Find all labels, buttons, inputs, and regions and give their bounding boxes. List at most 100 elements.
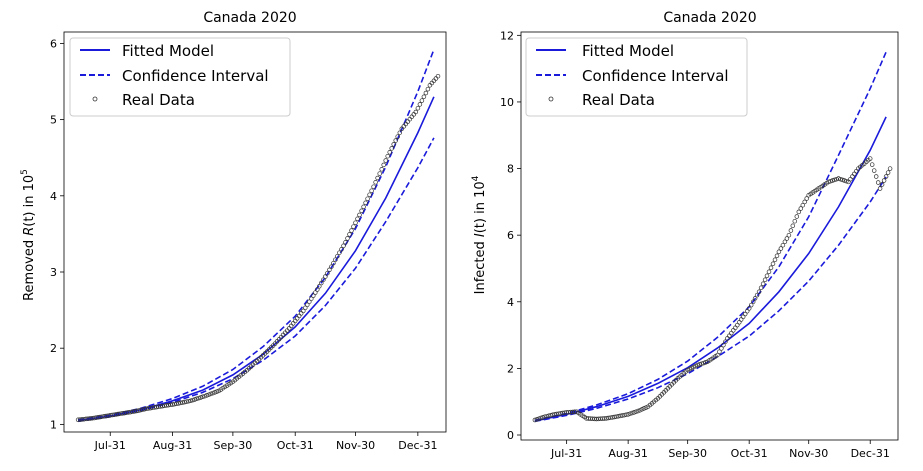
right-real-data-point — [879, 182, 885, 187]
left-x-tick-label: Oct-31 — [277, 439, 314, 452]
left-real-data-point — [208, 391, 214, 397]
left-real-data-point — [309, 296, 314, 301]
left-real-data-point — [142, 407, 147, 412]
left-real-data-point — [313, 290, 318, 295]
left-real-data-point — [301, 308, 306, 314]
left-y-label-sym: R — [22, 227, 37, 236]
right-real-data-point — [776, 249, 782, 255]
left-real-data-point — [327, 267, 332, 273]
left-real-data-point — [196, 395, 201, 401]
left-real-data-point — [371, 184, 376, 189]
right-real-data-point — [875, 180, 881, 185]
left-real-data-point — [140, 407, 145, 412]
left-y-tick-label: 4 — [50, 190, 57, 203]
right-real-data-point — [798, 206, 804, 211]
left-real-data-point — [210, 390, 216, 396]
left-real-data-point — [174, 401, 179, 407]
left-real-data-point — [379, 167, 384, 172]
right-real-data-point — [800, 202, 806, 208]
right-real-data-point — [641, 406, 647, 411]
right-real-data-point — [635, 408, 641, 414]
right-real-data-point — [836, 176, 841, 181]
right-real-data-point — [885, 170, 891, 175]
right-real-data-point — [850, 174, 855, 179]
right-real-data-point — [867, 156, 873, 161]
right-y-tick-label: 0 — [507, 429, 514, 442]
right-real-data-point — [883, 174, 889, 179]
right-x-tick-label: Aug-31 — [608, 447, 647, 460]
right-x-tick-label: Oct-31 — [731, 447, 768, 460]
left-real-data-point — [343, 240, 348, 245]
right-legend-marker-swatch — [548, 96, 554, 102]
left-real-data-point — [407, 116, 413, 122]
right-real-data-point — [534, 417, 540, 422]
left-real-data-point — [107, 413, 113, 418]
left-real-data-point — [164, 403, 169, 408]
right-real-data-point — [772, 257, 778, 263]
left-real-data-point — [335, 253, 340, 259]
right-real-data-point — [629, 410, 635, 416]
left-legend-fitted-model: Fitted Model — [122, 42, 214, 60]
right-real-data-point — [780, 242, 786, 248]
right-real-data-point — [760, 281, 766, 287]
left-real-data-point — [128, 409, 133, 415]
left-real-data-point — [188, 398, 193, 404]
right-real-data-point — [748, 302, 754, 308]
left-real-data-point — [347, 232, 352, 237]
left-real-data-point — [357, 212, 362, 218]
left-real-data-point — [204, 393, 209, 398]
left-y-tick-label: 1 — [50, 418, 57, 431]
left-x-tick-label: Jul-31 — [94, 439, 126, 452]
right-real-data-point — [544, 413, 550, 419]
right-real-data-point — [754, 292, 760, 298]
right-real-data-point — [697, 362, 702, 367]
left-real-data-point — [294, 316, 300, 321]
right-real-data-point — [758, 285, 764, 291]
left-real-data-point — [373, 180, 378, 185]
left-y-label-mid: (t) in 10 — [22, 175, 37, 227]
left-real-data-point — [126, 410, 131, 415]
right-real-data-point — [778, 246, 784, 251]
left-legend-confidence-interval: Confidence Interval — [122, 67, 269, 85]
right-real-data-point — [764, 273, 770, 279]
left-y-label-pre: Removed — [22, 236, 37, 301]
right-real-data-point — [786, 232, 792, 238]
left-real-data-point — [305, 302, 310, 308]
right-real-data-point — [782, 239, 788, 245]
right-legend-box — [525, 37, 748, 117]
right-real-data-point — [794, 214, 800, 219]
right-y-tick-label: 10 — [500, 96, 514, 109]
left-real-data-point — [182, 399, 187, 405]
left-real-data-point — [421, 94, 427, 100]
left-x-tick-label: Dec-31 — [398, 439, 437, 452]
right-real-data-point — [873, 174, 879, 179]
right-real-data-point — [804, 196, 809, 201]
right-real-data-point — [784, 236, 790, 241]
right-real-data-point — [842, 178, 847, 183]
left-real-data-point — [353, 220, 358, 225]
left-plot-area: Jul-31 Aug-31 Sep-30 Oct-31 Nov-30 Dec-31 1 2 3 4… — [50, 31, 447, 452]
right-real-data-point — [848, 176, 853, 182]
right-real-data-point — [633, 409, 639, 414]
right-real-data-point — [723, 339, 728, 344]
right-real-data-point — [877, 186, 883, 191]
left-real-data-point — [323, 274, 328, 279]
left-real-data-point — [389, 146, 394, 151]
right-axes-frame — [520, 31, 899, 441]
right-real-data-point — [715, 352, 720, 358]
right-real-data-point — [844, 178, 849, 184]
left-real-data-point — [292, 318, 298, 324]
left-real-data-point — [180, 400, 185, 405]
right-y-label-pre: Infected — [473, 237, 488, 294]
left-real-data-point — [298, 311, 304, 316]
right-chart-title: Canada 2020 — [663, 10, 756, 26]
right-real-data-point — [627, 411, 633, 416]
right-real-data-point — [774, 253, 780, 259]
right-real-data-point — [802, 199, 807, 205]
left-real-data-point — [411, 112, 417, 117]
left-real-data-point — [415, 105, 421, 111]
left-real-data-point — [383, 158, 388, 163]
right-real-data-point — [750, 299, 756, 305]
right-legend-confidence-interval: Confidence Interval — [582, 67, 729, 85]
left-real-data-point — [194, 396, 199, 402]
